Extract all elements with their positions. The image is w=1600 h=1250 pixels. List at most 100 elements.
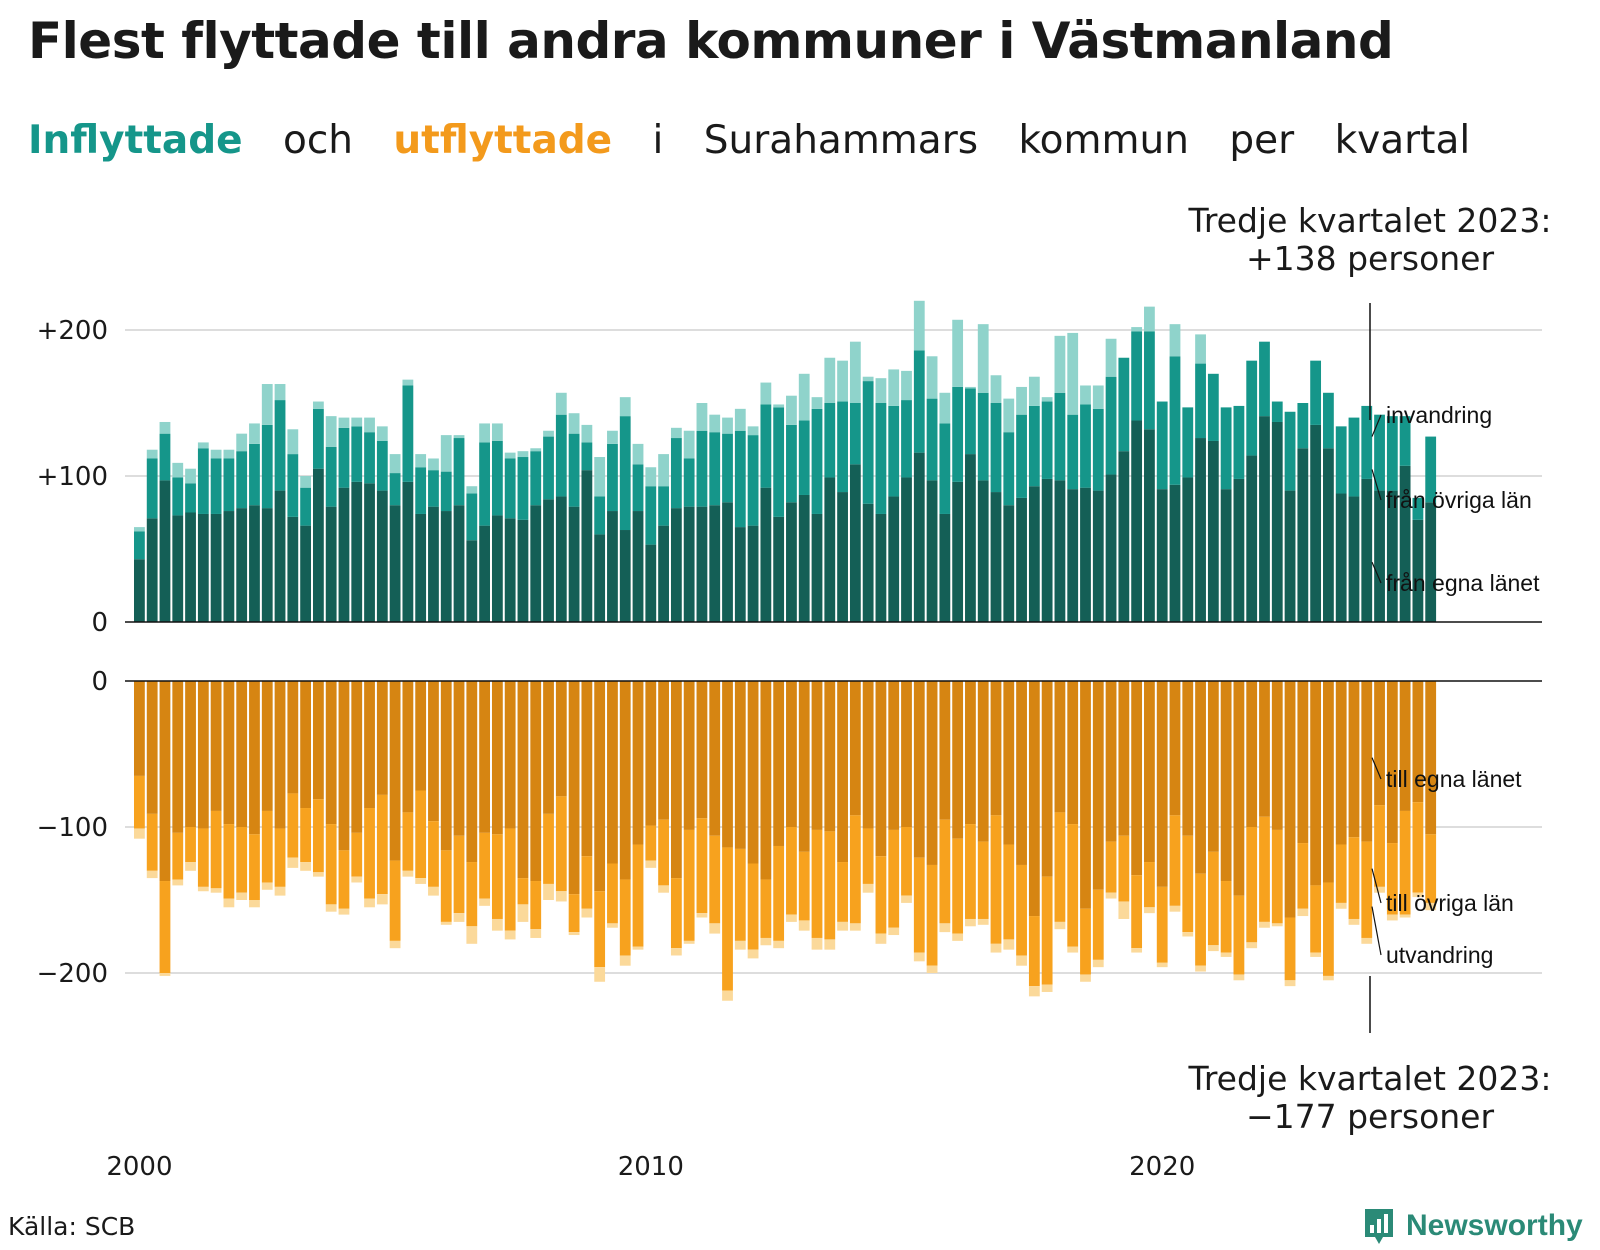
bar-segment: [325, 446, 337, 507]
bar-segment: [1182, 681, 1194, 836]
y-tick-label: 0: [91, 608, 108, 638]
bar-segment: [1233, 895, 1245, 975]
bar-segment: [760, 487, 772, 622]
bar-segment: [875, 933, 887, 944]
bar-segment: [402, 870, 414, 877]
bar-segment: [1131, 327, 1143, 332]
bar-segment: [901, 477, 912, 622]
bar-segment: [1144, 907, 1155, 914]
bar-segment: [1067, 332, 1079, 415]
bar-segment: [1003, 398, 1015, 433]
bar-segment: [965, 681, 976, 825]
bar-segment: [517, 457, 529, 520]
bar-segment: [1156, 401, 1168, 490]
bar-segment: [1169, 905, 1181, 912]
bar-segment: [1374, 886, 1385, 893]
bar-segment: [185, 827, 196, 863]
bar-segment: [760, 404, 772, 488]
bar-segment: [1425, 436, 1437, 503]
bar-segment: [952, 933, 964, 941]
bar-segment: [428, 458, 439, 471]
bar-segment: [760, 879, 772, 938]
bar-segment: [645, 860, 657, 868]
bar-segment: [862, 503, 874, 622]
bar-segment: [1080, 404, 1091, 488]
bar-segment: [1003, 505, 1015, 622]
bar-segment: [658, 525, 669, 622]
bar-segment: [1220, 952, 1232, 957]
bar-segment: [223, 824, 235, 899]
bar-segment: [440, 511, 452, 622]
bar-segment: [1425, 502, 1437, 622]
annotation-top-line1: Tredje kvartalet 2023:: [1188, 201, 1552, 240]
bar-segment: [415, 878, 427, 884]
bar-segment: [185, 468, 196, 484]
bar-segment: [210, 888, 222, 893]
bar-segment: [479, 442, 490, 526]
bar-segment: [440, 850, 452, 922]
bar-segment: [376, 426, 388, 441]
bar-segment: [376, 681, 388, 795]
bar-segment: [146, 458, 158, 519]
bar-segment: [1259, 416, 1270, 622]
bar-segment: [798, 373, 810, 421]
bar-segment: [824, 477, 836, 622]
x-tick-label: 2000: [106, 1152, 172, 1182]
bar-segment: [773, 845, 785, 941]
bar-segment: [1425, 834, 1437, 903]
bar-segment: [223, 898, 235, 908]
bar-segment: [926, 681, 938, 865]
bar-segment: [185, 483, 196, 513]
bar-segment: [389, 454, 401, 474]
bar-segment: [709, 923, 721, 934]
bar-segment: [300, 525, 312, 622]
bar-segment: [1271, 401, 1283, 422]
bar-segment: [1284, 980, 1296, 987]
bar-segment: [338, 487, 350, 622]
bar-segment: [849, 681, 861, 816]
bar-segment: [1054, 921, 1066, 930]
bar-segment: [1131, 948, 1143, 953]
bar-segment: [543, 436, 554, 500]
bar-segment: [824, 403, 836, 478]
bar-segment: [479, 832, 490, 899]
bar-segment: [1348, 496, 1360, 622]
bar-segment: [543, 681, 554, 814]
subtitle-utflyttade: utflyttade: [393, 118, 613, 163]
bar-segment: [1233, 974, 1245, 981]
bar-segment: [159, 421, 171, 434]
bar-segment: [185, 681, 196, 827]
bar-segment: [965, 918, 976, 927]
bar-segment: [223, 511, 235, 622]
bar-segment: [581, 424, 593, 443]
bar-segment: [197, 442, 209, 449]
bar-segment: [236, 451, 248, 509]
bar-segment: [287, 681, 299, 794]
bar-segment: [722, 847, 733, 991]
bar-segment: [1399, 465, 1411, 622]
bar-segment: [466, 681, 478, 863]
bar-segment: [1054, 812, 1066, 922]
bar-segment: [977, 841, 989, 919]
bar-segment: [402, 681, 414, 813]
bar-segment: [453, 913, 465, 922]
bar-segment: [709, 505, 721, 622]
bar-segment: [1003, 681, 1015, 845]
bar-segment: [594, 891, 606, 968]
bar-segment: [364, 417, 375, 433]
brand-logo: Newsworthy: [1362, 1206, 1583, 1246]
bar-segment: [1310, 952, 1322, 957]
bar-segment: [1131, 875, 1143, 949]
bar-segment: [491, 834, 503, 919]
bar-segment: [1067, 414, 1079, 490]
bar-segment: [926, 398, 938, 481]
bar-segment: [1105, 474, 1117, 622]
bar-segment: [747, 426, 759, 436]
bar-segment: [504, 458, 516, 519]
bar-segment: [1195, 438, 1206, 622]
bar-segment: [965, 824, 976, 919]
bar-segment: [1399, 810, 1411, 915]
bar-segment: [734, 430, 746, 528]
bar-segment: [530, 929, 542, 938]
